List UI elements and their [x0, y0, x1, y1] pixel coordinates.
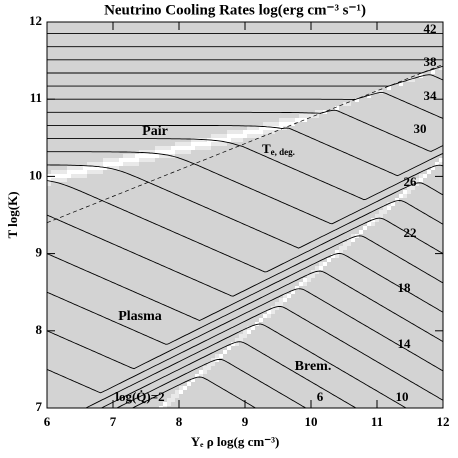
chart-title: Neutrino Cooling Rates log(erg cm⁻³ s⁻¹) [104, 2, 366, 18]
y-tick-label: 8 [36, 322, 43, 337]
contour-line [47, 124, 443, 177]
contour-line [47, 91, 443, 119]
x-tick-label: 11 [371, 414, 383, 429]
degeneracy-label: Te, deg. [262, 141, 295, 157]
x-tick-label: 9 [242, 414, 249, 429]
shading-light [47, 66, 443, 408]
contour-line [47, 323, 407, 408]
y-axis-label: T log(K) [5, 191, 20, 238]
contour-label: 22 [404, 225, 417, 240]
region-label: Brem. [295, 359, 332, 374]
y-tick-label: 9 [36, 245, 43, 260]
contour-line [47, 270, 443, 345]
contour-label: 18 [398, 280, 412, 295]
x-tick-label: 10 [305, 414, 318, 429]
contour-label: log(Q̇)=2 [115, 389, 164, 404]
contour-label: 6 [317, 389, 324, 404]
contour-line [131, 376, 257, 408]
region-label: Plasma [118, 309, 162, 324]
contour-line [47, 74, 443, 87]
x-tick-label: 7 [110, 414, 117, 429]
contour-line [47, 180, 443, 273]
contour-line [47, 164, 443, 249]
contour-label: 14 [398, 336, 412, 351]
y-tick-label: 12 [29, 13, 42, 28]
x-tick-label: 6 [44, 414, 51, 429]
contour-line [47, 151, 443, 225]
contour-line [115, 358, 307, 408]
contour-label: 26 [404, 174, 418, 189]
x-tick-label: 12 [437, 414, 450, 429]
y-tick-label: 10 [29, 167, 42, 182]
contour-label: 10 [396, 389, 409, 404]
contours [47, 33, 443, 408]
contour-label: 42 [424, 21, 437, 36]
contour-line [100, 341, 357, 408]
x-axis-label: Yₑ ρ log(g cm⁻³) [191, 434, 280, 449]
contour-label: 38 [424, 54, 438, 69]
contour-line [47, 138, 443, 201]
contour-line [47, 214, 443, 297]
degeneracy-label-main: T [262, 141, 271, 156]
degeneracy-line [46, 64, 444, 224]
y-tick-label: 11 [30, 90, 42, 105]
contour-line [47, 288, 443, 372]
contour-line [47, 65, 443, 74]
shading-dark [47, 22, 443, 408]
contour-label: 30 [414, 121, 427, 136]
region-label: Pair [142, 124, 168, 139]
degeneracy-label-sub: e, deg. [271, 147, 295, 157]
x-tick-label: 8 [176, 414, 183, 429]
contour-label: 34 [424, 88, 438, 103]
contour-line [47, 305, 443, 401]
contour-line [47, 109, 443, 152]
contour-line [47, 253, 443, 321]
y-tick-label: 7 [36, 399, 43, 414]
shading [47, 22, 443, 408]
